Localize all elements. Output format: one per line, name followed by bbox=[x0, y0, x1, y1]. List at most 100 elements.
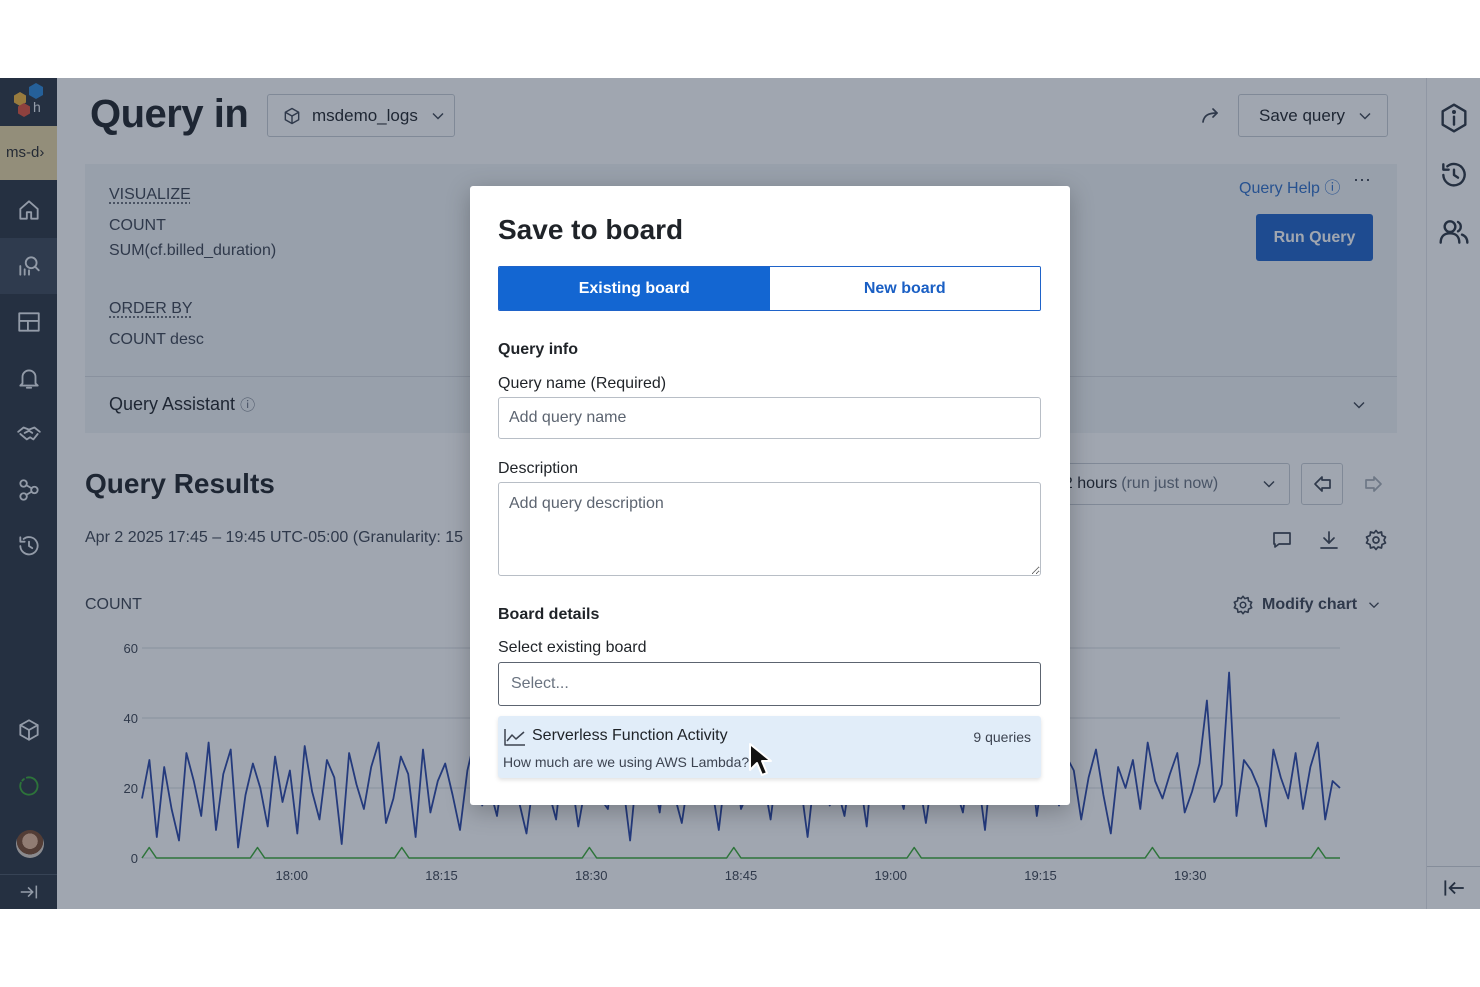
chevron-right-icon: › bbox=[39, 144, 45, 161]
comment-button[interactable] bbox=[1270, 528, 1294, 552]
time-back-button[interactable] bbox=[1301, 463, 1343, 505]
query-assistant-text: Query Assistant bbox=[109, 394, 236, 414]
history-icon bbox=[1442, 162, 1466, 187]
dataset-dropdown[interactable]: msdemo_logs bbox=[267, 94, 455, 137]
select-board-label: Select existing board bbox=[498, 639, 647, 656]
arrow-right-icon bbox=[1365, 476, 1382, 492]
info-hexagon-icon bbox=[1441, 103, 1467, 133]
y-tick-label: 60 bbox=[124, 641, 138, 656]
app-frame: h ms-d› bbox=[0, 78, 1480, 909]
collapse-rail-button[interactable] bbox=[1427, 866, 1480, 909]
chevron-down-icon bbox=[1263, 480, 1275, 488]
mouse-pointer-icon bbox=[749, 743, 772, 776]
nav-status[interactable] bbox=[0, 758, 57, 814]
visualize-label[interactable]: VISUALIZE bbox=[109, 186, 191, 203]
left-nav: h ms-d› bbox=[0, 78, 57, 909]
share-button[interactable] bbox=[1199, 104, 1223, 128]
nav-slos[interactable] bbox=[0, 406, 57, 462]
board-select-input[interactable]: Select... bbox=[498, 662, 1041, 706]
tab-new-board[interactable]: New board bbox=[769, 267, 1040, 310]
run-query-button[interactable]: Run Query bbox=[1256, 214, 1373, 261]
query-help-link[interactable]: Query Help ⓘ bbox=[1239, 174, 1340, 198]
right-rail bbox=[1426, 78, 1480, 909]
line-chart-icon bbox=[504, 729, 525, 746]
share-arrow-icon bbox=[1202, 108, 1218, 123]
order-by-label[interactable]: ORDER BY bbox=[109, 300, 193, 317]
time-forward-button[interactable] bbox=[1353, 463, 1395, 505]
query-info-heading: Query info bbox=[498, 341, 579, 358]
description-textarea[interactable] bbox=[498, 482, 1041, 576]
nav-history[interactable] bbox=[0, 518, 57, 574]
nav-service-map[interactable] bbox=[0, 462, 57, 518]
status-ring-icon bbox=[18, 776, 38, 796]
help-circle-icon: ⓘ bbox=[1324, 180, 1341, 197]
cube-icon bbox=[18, 719, 39, 741]
x-tick-label: 18:30 bbox=[575, 868, 608, 883]
tab-existing-board[interactable]: Existing board bbox=[499, 267, 770, 310]
download-button[interactable] bbox=[1317, 528, 1341, 552]
page-title: Query in bbox=[90, 92, 249, 136]
series-line-count bbox=[141, 671, 1341, 849]
handshake-icon bbox=[16, 426, 41, 441]
environment-name: ms-d bbox=[6, 144, 40, 161]
board-option-description: How much are we using AWS Lambda? bbox=[503, 754, 750, 770]
board-option-count: 9 queries bbox=[973, 729, 1031, 745]
nav-boards[interactable] bbox=[0, 294, 57, 350]
gear-icon bbox=[1365, 529, 1387, 551]
dialog-title: Save to board bbox=[498, 214, 684, 245]
chevron-down-icon bbox=[1359, 112, 1371, 120]
query-search-icon bbox=[18, 256, 40, 276]
x-tick-label: 18:00 bbox=[275, 868, 308, 883]
query-assistant-label: Query Assistant ⓘ bbox=[109, 394, 255, 415]
user-avatar[interactable] bbox=[16, 830, 44, 858]
dataset-name: msdemo_logs bbox=[312, 105, 418, 125]
board-option[interactable]: Serverless Function Activity 9 queries H… bbox=[498, 716, 1041, 778]
nav-datasets[interactable] bbox=[0, 702, 57, 758]
save-to-board-dialog: Save to board Existing board New board Q… bbox=[470, 186, 1070, 805]
board-option-name: Serverless Function Activity bbox=[532, 727, 728, 744]
more-options-icon[interactable]: ⋯ bbox=[1353, 170, 1372, 190]
users-icon bbox=[1439, 220, 1469, 244]
y-tick-label: 40 bbox=[124, 711, 138, 726]
chevron-down-icon bbox=[1353, 401, 1365, 409]
nav-home[interactable] bbox=[0, 182, 57, 238]
dataset-cube-icon bbox=[284, 107, 300, 124]
x-tick-label: 18:45 bbox=[725, 868, 758, 883]
home-icon bbox=[18, 200, 39, 220]
board-details-heading: Board details bbox=[498, 606, 600, 623]
history-icon bbox=[18, 536, 39, 556]
nav-query[interactable] bbox=[0, 238, 57, 294]
query-name-label: Query name (Required) bbox=[498, 375, 667, 392]
series-line-sum bbox=[141, 846, 1340, 859]
results-title: Query Results bbox=[85, 468, 275, 499]
team-queries-button[interactable] bbox=[1427, 210, 1480, 254]
details-button[interactable] bbox=[1427, 96, 1480, 140]
y-tick-label: 20 bbox=[124, 781, 138, 796]
modify-chart-button[interactable]: Modify chart bbox=[1232, 594, 1383, 616]
nav-triggers[interactable] bbox=[0, 350, 57, 406]
app-logo[interactable]: h bbox=[10, 82, 48, 118]
order-by-value[interactable]: COUNT desc bbox=[109, 331, 204, 348]
bell-icon bbox=[18, 369, 39, 389]
save-query-label: Save query bbox=[1259, 105, 1345, 125]
chevron-down-icon bbox=[1369, 602, 1380, 609]
y-tick-label: 0 bbox=[131, 851, 138, 866]
chevron-down-icon bbox=[432, 112, 444, 120]
query-name-input[interactable] bbox=[498, 397, 1041, 439]
settings-button[interactable] bbox=[1364, 528, 1388, 552]
svg-text:h: h bbox=[33, 99, 41, 115]
visualize-value[interactable]: COUNT bbox=[109, 217, 166, 234]
chart-ylabel: COUNT bbox=[85, 596, 142, 613]
download-icon bbox=[1320, 531, 1338, 549]
arrow-left-icon bbox=[1314, 476, 1331, 492]
help-circle-icon: ⓘ bbox=[240, 397, 256, 414]
query-history-button[interactable] bbox=[1427, 153, 1480, 197]
boards-grid-icon bbox=[17, 312, 40, 332]
comment-icon bbox=[1273, 532, 1291, 548]
save-query-button[interactable]: Save query bbox=[1238, 94, 1388, 137]
visualize-value[interactable]: SUM(cf.billed_duration) bbox=[109, 242, 277, 259]
expand-nav-button[interactable] bbox=[0, 874, 57, 909]
board-mode-toggle: Existing board New board bbox=[498, 266, 1041, 311]
x-tick-label: 19:00 bbox=[874, 868, 907, 883]
environment-switcher[interactable]: ms-d› bbox=[0, 126, 57, 180]
